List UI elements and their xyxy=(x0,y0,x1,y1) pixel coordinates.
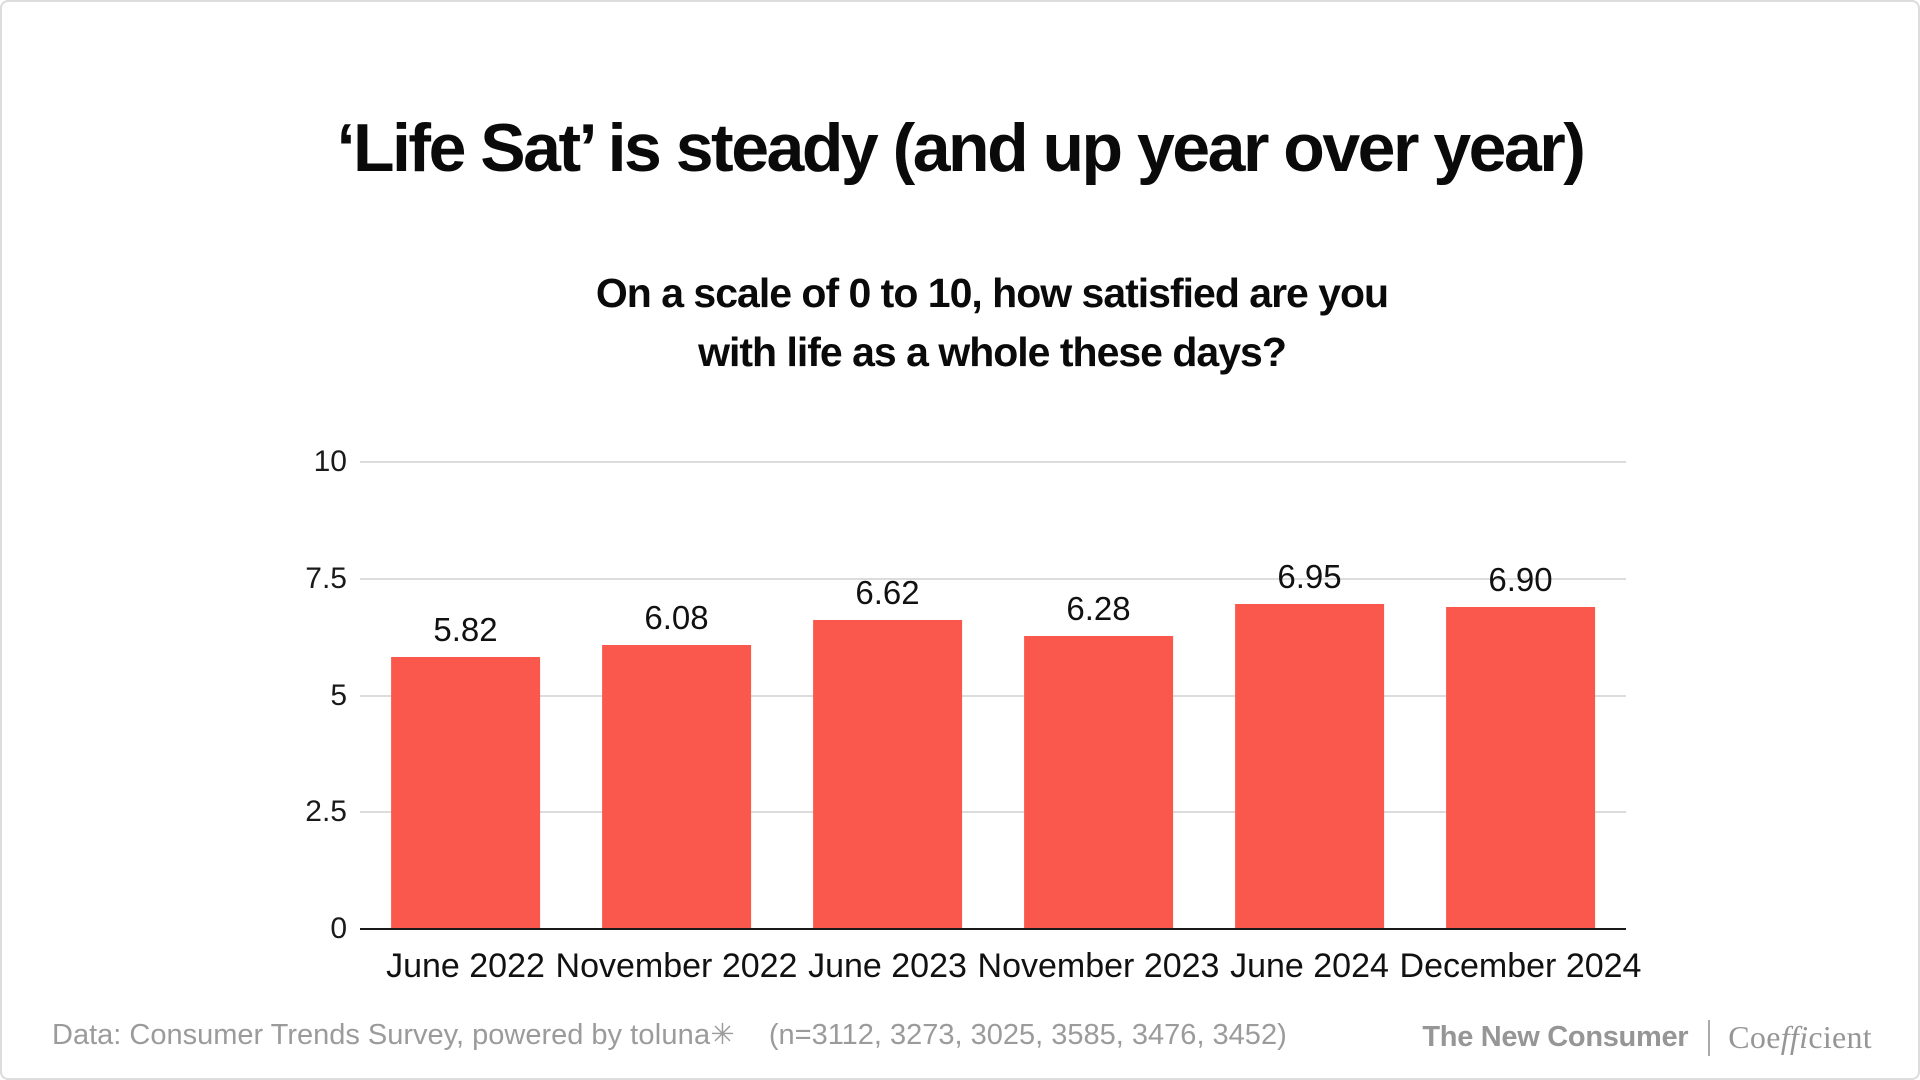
bar-group: 6.08 November 2022 xyxy=(556,462,798,985)
x-tick-label: June 2023 xyxy=(808,947,967,985)
the-new-consumer-logo: The New Consumer xyxy=(1422,1021,1689,1053)
bar-value-label: 6.62 xyxy=(855,573,920,611)
bar-value-label: 6.08 xyxy=(644,599,709,637)
y-tick-label: 5 xyxy=(330,678,347,712)
sample-sizes: (n=3112, 3273, 3025, 3585, 3476, 3452) xyxy=(768,1019,1287,1051)
bar xyxy=(812,619,963,929)
gridline xyxy=(360,577,1626,580)
bar xyxy=(1023,635,1174,929)
plot-area: 5.82 June 2022 6.08 November 2022 6.62 June 2… xyxy=(360,461,1642,985)
y-tick-label: 7.5 xyxy=(305,561,347,595)
bar-value-label: 6.90 xyxy=(1488,560,1553,598)
x-tick-label: December 2024 xyxy=(1399,947,1642,985)
x-tick-label: November 2022 xyxy=(555,947,798,985)
data-source-note: Data: Consumer Trends Survey, powered by… xyxy=(52,1017,1287,1052)
bar-series: 5.82 June 2022 6.08 November 2022 6.62 June 2… xyxy=(360,462,1642,985)
y-tick-label: 2.5 xyxy=(305,795,347,829)
gridline xyxy=(360,694,1626,697)
x-tick-label: June 2024 xyxy=(1230,947,1389,985)
coefficient-logo-part: Coe xyxy=(1728,1019,1781,1055)
y-tick-label: 0 xyxy=(330,912,347,945)
page-title: ‘Life Sat’ is steady (and up year over y… xyxy=(336,110,1586,186)
source-prefix: Data: Consumer Trends Survey, powered by xyxy=(52,1019,631,1051)
subtitle-line-1: On a scale of 0 to 10, how satisfied are… xyxy=(595,270,1389,316)
chart-subtitle: On a scale of 0 to 10, how satisfied are… xyxy=(34,264,1918,382)
gridline xyxy=(360,811,1626,814)
coefficient-logo-part: cient xyxy=(1808,1019,1872,1055)
x-tick-label: June 2022 xyxy=(386,947,545,985)
bar-group: 6.90 December 2024 xyxy=(1400,462,1642,985)
coefficient-logo: Coefficient xyxy=(1728,1019,1872,1056)
bar-group: 5.82 June 2022 xyxy=(360,462,571,985)
bar-group: 6.95 June 2024 xyxy=(1204,462,1415,985)
brand-divider xyxy=(1708,1019,1711,1056)
x-axis-line xyxy=(360,928,1626,930)
gridline xyxy=(360,461,1626,463)
x-tick-label: November 2023 xyxy=(977,947,1220,985)
toluna-logo: toluna✳ xyxy=(630,1019,735,1051)
y-axis: 0 2.5 5 7.5 10 xyxy=(232,447,347,944)
y-tick-label: 10 xyxy=(313,445,347,478)
bar xyxy=(1445,606,1596,929)
bar-group: 6.62 June 2023 xyxy=(782,462,993,985)
coefficient-logo-ligature: ffi xyxy=(1780,1019,1809,1055)
bar-group: 6.28 November 2023 xyxy=(978,462,1220,985)
branding: The New Consumer Coefficient xyxy=(1422,1019,1872,1056)
bar xyxy=(601,645,752,929)
bar xyxy=(1234,604,1385,929)
bar-value-label: 5.82 xyxy=(433,611,498,649)
bar xyxy=(390,657,541,929)
bar-value-label: 6.28 xyxy=(1066,589,1131,627)
subtitle-line-2: with life as a whole these days? xyxy=(698,329,1287,375)
bar-value-label: 6.95 xyxy=(1277,558,1342,596)
